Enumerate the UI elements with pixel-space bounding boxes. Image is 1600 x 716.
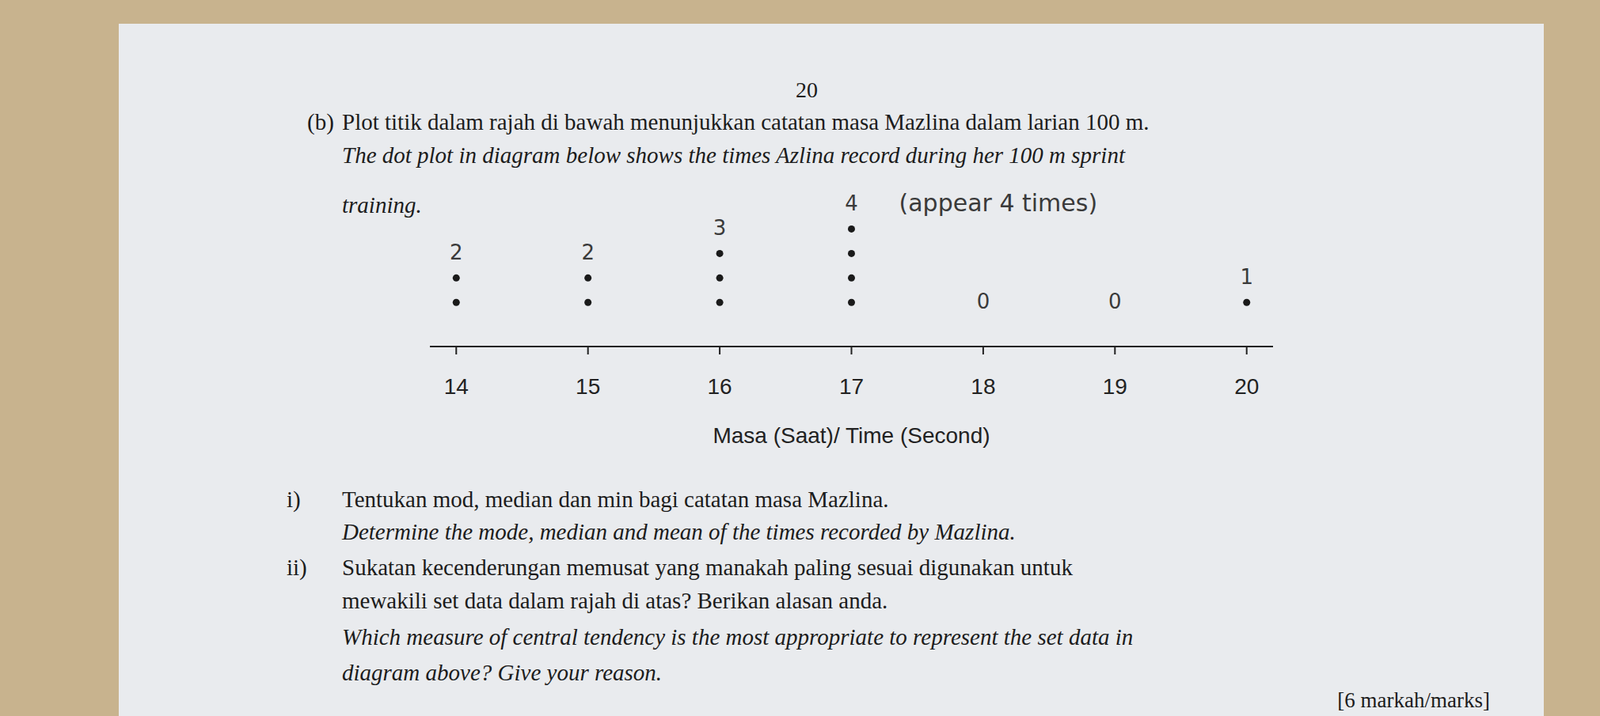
svg-text:(appear 4 times): (appear 4 times) bbox=[899, 192, 1099, 217]
html-text:20: 20 bbox=[795, 77, 818, 103]
html-text:Sukatan kecenderungan memusat: Sukatan kecenderungan memusat yang manak… bbox=[342, 554, 1073, 581]
svg-text:18: 18 bbox=[970, 374, 996, 400]
svg-text:14: 14 bbox=[444, 374, 469, 400]
svg-text:3: 3 bbox=[713, 216, 727, 240]
html-text:[6 markah/marks]: [6 markah/marks] bbox=[1337, 688, 1490, 713]
svg-text:20: 20 bbox=[1234, 374, 1259, 400]
html-text:The dot plot in diagram below: The dot plot in diagram below shows the … bbox=[342, 142, 1125, 168]
svg-text:0: 0 bbox=[976, 289, 991, 314]
html-text:Which measure of central tende: Which measure of central tendency is the… bbox=[342, 624, 1134, 650]
svg-text:19: 19 bbox=[1102, 374, 1128, 400]
html-text:ii): ii) bbox=[286, 554, 308, 581]
svg-text:16: 16 bbox=[707, 374, 733, 400]
html-text:training.: training. bbox=[342, 192, 422, 218]
svg-text:1: 1 bbox=[1239, 265, 1254, 289]
html-text:Tentukan mod, median dan min b: Tentukan mod, median dan min bagi catata… bbox=[342, 486, 889, 513]
html-text:diagram above? Give your reaso: diagram above? Give your reason. bbox=[342, 660, 662, 686]
svg-text:17: 17 bbox=[839, 374, 864, 400]
svg-text:2: 2 bbox=[449, 240, 464, 265]
svg-text:4: 4 bbox=[844, 192, 859, 216]
html-text:Determine the mode, median and: Determine the mode, median and mean of t… bbox=[342, 519, 1016, 545]
html-text:(b) Plot titik dalam rajah di: (b) Plot titik dalam rajah di bawah menu… bbox=[307, 109, 1150, 135]
svg-text:Masa (Saat)/ Time (Second): Masa (Saat)/ Time (Second) bbox=[712, 423, 990, 449]
svg-text:15: 15 bbox=[575, 374, 601, 400]
svg-text:2: 2 bbox=[581, 240, 595, 265]
svg-text:0: 0 bbox=[1108, 289, 1122, 314]
html-text:i): i) bbox=[286, 486, 301, 513]
html-text:mewakili set data dalam rajah: mewakili set data dalam rajah di atas? B… bbox=[342, 588, 888, 614]
